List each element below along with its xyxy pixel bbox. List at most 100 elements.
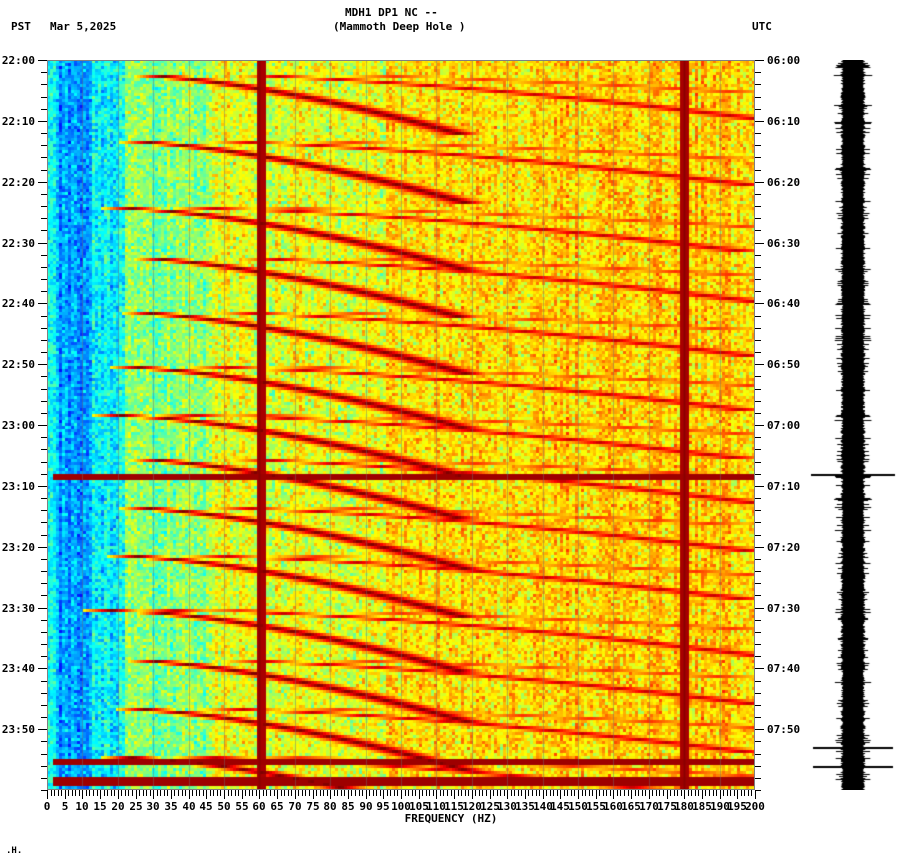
y-tick-minor-left xyxy=(41,109,47,110)
x-tick-minor xyxy=(610,790,611,796)
y-tick-minor-left xyxy=(41,522,47,523)
x-tick-major xyxy=(667,790,668,799)
y-tick-major-left xyxy=(38,486,47,487)
y-label-left-pst: 23:10 xyxy=(1,480,35,493)
x-tick-minor xyxy=(550,790,551,796)
y-tick-minor-right xyxy=(755,401,761,402)
x-label-frequency: 120 xyxy=(462,800,482,813)
x-tick-minor xyxy=(394,790,395,796)
x-tick-minor xyxy=(256,790,257,796)
y-tick-minor-left xyxy=(41,778,47,779)
y-tick-minor-right xyxy=(755,510,761,511)
x-tick-minor xyxy=(334,790,335,796)
x-tick-major xyxy=(259,790,260,799)
x-label-frequency: 50 xyxy=(217,800,231,813)
y-tick-major-left xyxy=(38,121,47,122)
y-tick-minor-left xyxy=(41,194,47,195)
x-tick-minor xyxy=(429,790,430,796)
y-label-right-utc: 06:50 xyxy=(767,358,801,371)
y-tick-major-left xyxy=(38,60,47,61)
y-tick-minor-left xyxy=(41,620,47,621)
x-tick-major xyxy=(383,790,384,799)
x-tick-major xyxy=(401,790,402,799)
y-tick-major-left xyxy=(38,608,47,609)
y-tick-major-right xyxy=(755,668,764,669)
y-label-left-pst: 23:40 xyxy=(1,662,35,675)
y-label-right-utc: 06:20 xyxy=(767,176,801,189)
x-tick-major xyxy=(720,790,721,799)
x-tick-minor xyxy=(620,790,621,796)
timezone-right-label: UTC xyxy=(752,20,772,33)
y-tick-minor-right xyxy=(755,498,761,499)
x-tick-minor xyxy=(86,790,87,796)
x-label-frequency: 25 xyxy=(129,800,143,813)
x-tick-minor xyxy=(228,790,229,796)
x-tick-major xyxy=(578,790,579,799)
x-tick-minor xyxy=(645,790,646,796)
x-label-frequency: 65 xyxy=(270,800,284,813)
x-tick-major xyxy=(171,790,172,799)
x-tick-minor xyxy=(656,790,657,796)
spectrogram-canvas[interactable] xyxy=(47,60,755,790)
corner-artifact-mark: .H. xyxy=(6,846,23,856)
x-tick-minor xyxy=(68,790,69,796)
x-tick-minor xyxy=(192,790,193,796)
y-tick-minor-right xyxy=(755,693,761,694)
header: PST Mar 5,2025 MDH1 DP1 NC -- (Mammoth D… xyxy=(0,0,902,56)
x-tick-minor xyxy=(564,790,565,796)
x-tick-minor xyxy=(337,790,338,796)
y-tick-minor-left xyxy=(41,632,47,633)
header-date: Mar 5,2025 xyxy=(50,20,117,33)
y-tick-minor-right xyxy=(755,522,761,523)
x-label-frequency: 20 xyxy=(111,800,125,813)
x-label-frequency: 110 xyxy=(426,800,446,813)
x-tick-minor xyxy=(532,790,533,796)
x-tick-minor xyxy=(231,790,232,796)
x-tick-minor xyxy=(652,790,653,796)
y-tick-minor-left xyxy=(41,157,47,158)
x-tick-minor xyxy=(235,790,236,796)
x-label-frequency: 90 xyxy=(359,800,373,813)
x-tick-minor xyxy=(589,790,590,796)
x-label-frequency: 115 xyxy=(444,800,464,813)
x-tick-minor xyxy=(734,790,735,796)
y-tick-major-right xyxy=(755,425,764,426)
x-tick-minor xyxy=(475,790,476,796)
y-tick-major-right xyxy=(755,608,764,609)
x-tick-major xyxy=(560,790,561,799)
spectrogram-plot[interactable] xyxy=(47,60,755,790)
x-tick-minor xyxy=(497,790,498,796)
x-tick-major xyxy=(419,790,420,799)
x-tick-minor xyxy=(185,790,186,796)
y-tick-minor-right xyxy=(755,583,761,584)
x-tick-minor xyxy=(298,790,299,796)
x-label-frequency: 70 xyxy=(288,800,302,813)
x-tick-minor xyxy=(723,790,724,796)
x-tick-minor xyxy=(617,790,618,796)
x-tick-minor xyxy=(705,790,706,796)
x-tick-minor xyxy=(121,790,122,796)
x-tick-minor xyxy=(567,790,568,796)
y-tick-minor-right xyxy=(755,84,761,85)
x-tick-minor xyxy=(274,790,275,796)
x-tick-major xyxy=(613,790,614,799)
y-tick-major-left xyxy=(38,364,47,365)
x-tick-minor xyxy=(670,790,671,796)
x-tick-minor xyxy=(447,790,448,796)
y-tick-minor-left xyxy=(41,84,47,85)
x-tick-minor xyxy=(412,790,413,796)
y-tick-minor-right xyxy=(755,218,761,219)
y-tick-minor-right xyxy=(755,717,761,718)
y-label-left-pst: 22:10 xyxy=(1,115,35,128)
y-tick-minor-right xyxy=(755,766,761,767)
x-tick-minor xyxy=(603,790,604,796)
x-tick-major xyxy=(631,790,632,799)
y-tick-minor-right xyxy=(755,255,761,256)
x-tick-minor xyxy=(642,790,643,796)
x-tick-minor xyxy=(174,790,175,796)
x-tick-minor xyxy=(727,790,728,796)
x-tick-minor xyxy=(514,790,515,796)
x-tick-minor xyxy=(628,790,629,796)
y-tick-minor-right xyxy=(755,632,761,633)
x-tick-minor xyxy=(114,790,115,796)
